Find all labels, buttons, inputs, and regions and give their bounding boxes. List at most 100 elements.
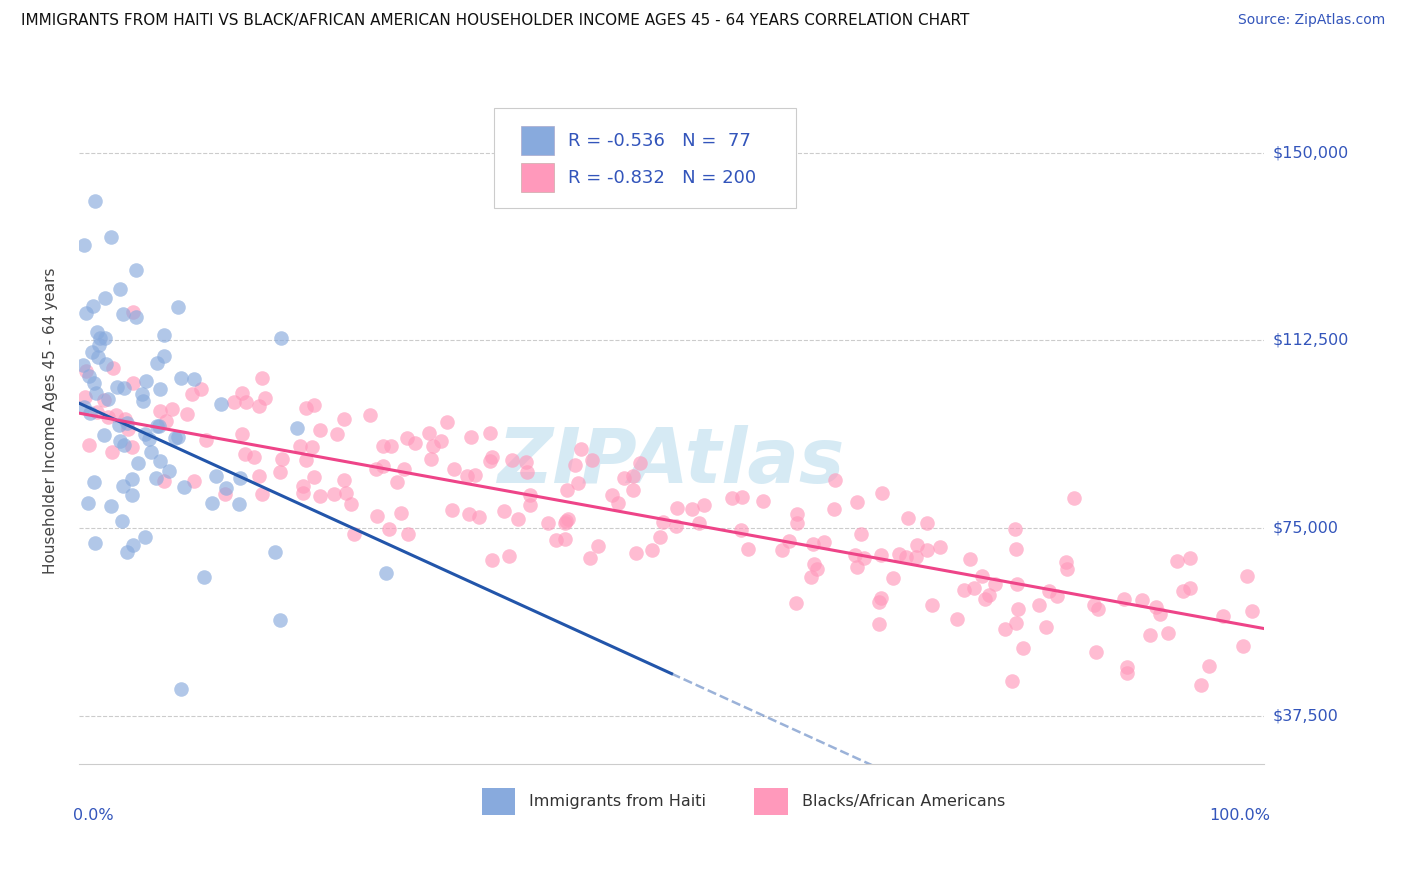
Point bbox=[264, 545, 287, 559]
Text: 0.0%: 0.0% bbox=[73, 808, 114, 823]
Point bbox=[1232, 640, 1254, 654]
Point bbox=[138, 432, 160, 446]
Point bbox=[141, 445, 163, 459]
Point bbox=[845, 559, 868, 574]
Point bbox=[243, 450, 266, 465]
Point bbox=[905, 550, 928, 565]
Point bbox=[418, 425, 440, 440]
Point bbox=[183, 475, 205, 489]
Point bbox=[578, 551, 600, 566]
Point bbox=[1007, 602, 1029, 616]
Text: Blacks/African Americans: Blacks/African Americans bbox=[801, 794, 1005, 809]
Point bbox=[443, 462, 465, 476]
Point bbox=[494, 504, 516, 518]
Point bbox=[89, 331, 111, 345]
Point bbox=[516, 465, 538, 479]
Text: $75,000: $75,000 bbox=[1272, 521, 1339, 536]
Point bbox=[254, 391, 277, 405]
Point bbox=[79, 406, 101, 420]
Point bbox=[905, 538, 928, 552]
Point bbox=[114, 411, 136, 425]
Point bbox=[252, 487, 274, 501]
Point bbox=[285, 421, 308, 435]
Point bbox=[458, 507, 481, 521]
Point bbox=[785, 596, 807, 610]
Point bbox=[326, 427, 349, 442]
Point bbox=[984, 577, 1007, 591]
Point bbox=[1115, 659, 1137, 673]
Point bbox=[752, 494, 775, 508]
Point bbox=[121, 440, 143, 454]
Point bbox=[117, 422, 139, 436]
Point bbox=[803, 558, 825, 572]
Point bbox=[953, 583, 976, 598]
Point bbox=[155, 414, 177, 428]
Point bbox=[77, 368, 100, 383]
Point bbox=[1005, 541, 1028, 556]
Point bbox=[380, 439, 402, 453]
Point bbox=[994, 622, 1017, 636]
Point bbox=[86, 405, 108, 419]
Point bbox=[112, 307, 135, 321]
Point bbox=[145, 418, 167, 433]
Bar bbox=[482, 788, 515, 815]
Point bbox=[247, 468, 270, 483]
Point bbox=[515, 455, 537, 469]
Point bbox=[564, 458, 586, 472]
Point bbox=[153, 328, 176, 343]
Point bbox=[1005, 615, 1028, 630]
Point bbox=[146, 357, 169, 371]
Point bbox=[1084, 645, 1107, 659]
Point bbox=[970, 569, 993, 583]
Point bbox=[73, 390, 96, 404]
Point bbox=[371, 439, 394, 453]
Point bbox=[101, 360, 124, 375]
Point bbox=[555, 483, 578, 497]
Point bbox=[508, 512, 530, 526]
Point bbox=[392, 461, 415, 475]
Point bbox=[1087, 602, 1109, 616]
Point bbox=[1240, 604, 1263, 618]
Point bbox=[301, 440, 323, 454]
Point bbox=[959, 551, 981, 566]
Point bbox=[374, 566, 396, 580]
Point bbox=[1130, 593, 1153, 607]
Point bbox=[688, 516, 710, 530]
Point bbox=[166, 300, 188, 314]
Point bbox=[1001, 673, 1024, 688]
Point bbox=[195, 434, 218, 448]
Point bbox=[731, 490, 754, 504]
Point bbox=[73, 400, 96, 414]
Point bbox=[1157, 626, 1180, 640]
Point bbox=[117, 545, 139, 559]
Point bbox=[193, 570, 215, 584]
Point bbox=[1178, 551, 1201, 566]
Point bbox=[366, 508, 388, 523]
Point bbox=[737, 542, 759, 557]
Point bbox=[730, 523, 752, 537]
Point bbox=[1028, 599, 1050, 613]
Point bbox=[249, 399, 271, 413]
Point bbox=[404, 435, 426, 450]
Point bbox=[145, 471, 167, 485]
Point bbox=[271, 452, 294, 467]
Point bbox=[666, 500, 689, 515]
Point bbox=[613, 471, 636, 485]
Point bbox=[946, 612, 969, 626]
Point bbox=[800, 570, 823, 584]
Point bbox=[621, 469, 644, 483]
Point bbox=[479, 426, 502, 441]
Point bbox=[149, 404, 172, 418]
Point bbox=[440, 503, 463, 517]
Point bbox=[419, 451, 441, 466]
Point bbox=[135, 375, 157, 389]
Point bbox=[269, 465, 291, 479]
Point bbox=[882, 571, 904, 585]
Text: $37,500: $37,500 bbox=[1272, 709, 1339, 723]
Point bbox=[868, 595, 890, 609]
Point bbox=[93, 428, 115, 442]
Point bbox=[1236, 568, 1258, 582]
Point bbox=[122, 376, 145, 391]
Point bbox=[148, 419, 170, 434]
Point bbox=[519, 498, 541, 512]
